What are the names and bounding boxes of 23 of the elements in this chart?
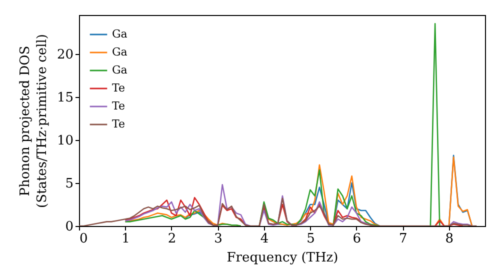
x-axis-title: Frequency (THz) xyxy=(226,250,338,266)
legend-label: Te xyxy=(112,82,125,94)
y-tick-label: 0 xyxy=(65,220,74,234)
x-tick-label: 1 xyxy=(122,232,130,246)
y-tick-label: 5 xyxy=(65,176,74,192)
x-tick-label: 7 xyxy=(399,232,408,246)
line-series xyxy=(79,198,478,226)
y-tick-label: 15 xyxy=(56,90,74,106)
x-tick-label: 8 xyxy=(445,232,454,246)
x-tick-label: 2 xyxy=(168,232,176,246)
legend-label: Ga xyxy=(112,46,128,58)
x-tick-label: 6 xyxy=(352,232,362,246)
y-axis-title: Phonon projected DOS (States/THz·primitive cell) xyxy=(18,34,50,208)
legend-label: Ga xyxy=(112,64,128,76)
x-tick-label: 5 xyxy=(306,232,315,246)
y-tick-label: 20 xyxy=(56,47,74,62)
legend-label: Te xyxy=(112,118,125,130)
x-tick-label: 4 xyxy=(260,232,269,246)
legend-label: Te xyxy=(112,100,125,112)
y-tick-label: 10 xyxy=(56,133,74,148)
x-tick-label: 3 xyxy=(214,232,222,246)
legend-label: Ga xyxy=(112,28,128,40)
x-tick-label: 0 xyxy=(80,232,88,246)
